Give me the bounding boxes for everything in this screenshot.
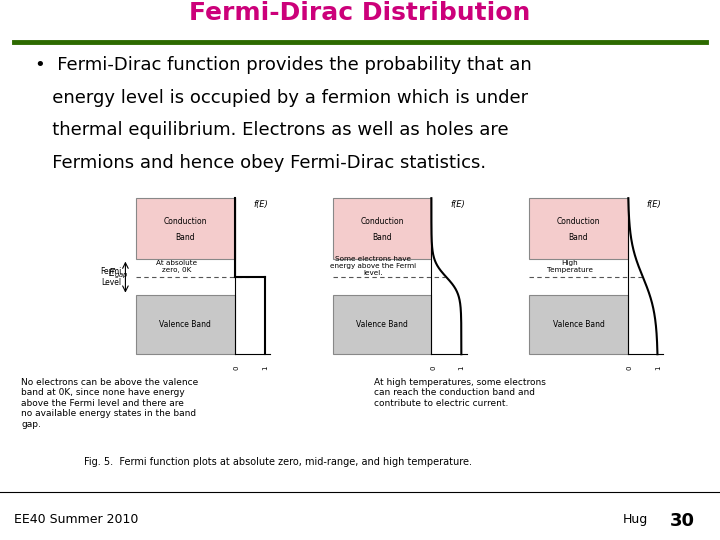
Text: Valence Band: Valence Band (356, 320, 408, 329)
Text: Conduction: Conduction (163, 217, 207, 226)
Text: $E_{gap}$: $E_{gap}$ (108, 266, 128, 281)
Bar (333, 295, 431, 354)
Text: EE40 Summer 2010: EE40 Summer 2010 (14, 513, 139, 526)
Text: f(E): f(E) (647, 200, 662, 209)
Bar (333, 198, 431, 259)
Text: At high temperatures, some electrons
can reach the conduction band and
contribut: At high temperatures, some electrons can… (374, 378, 546, 408)
Text: No electrons can be above the valence
band at 0K, since none have energy
above t: No electrons can be above the valence ba… (22, 378, 199, 429)
Text: f(E): f(E) (450, 200, 465, 209)
Text: thermal equilibrium. Electrons as well as holes are: thermal equilibrium. Electrons as well a… (35, 122, 509, 139)
Text: Fig. 5.  Fermi function plots at absolute zero, mid-range, and high temperature.: Fig. 5. Fermi function plots at absolute… (84, 456, 472, 467)
Text: Fermi
Level: Fermi Level (101, 267, 122, 287)
Text: 0: 0 (430, 365, 436, 370)
Text: Band: Band (372, 233, 392, 242)
Text: energy level is occupied by a fermion which is under: energy level is occupied by a fermion wh… (35, 89, 528, 107)
Text: •  Fermi-Dirac function provides the probability that an: • Fermi-Dirac function provides the prob… (35, 56, 532, 74)
Text: Some electrons have
energy above the Fermi
level.: Some electrons have energy above the Fer… (330, 256, 416, 276)
Bar (529, 295, 628, 354)
Text: Conduction: Conduction (360, 217, 404, 226)
Text: 0: 0 (626, 365, 633, 370)
Text: 1: 1 (262, 365, 268, 370)
Text: At absolute
zero, 0K: At absolute zero, 0K (156, 260, 197, 273)
Text: 30: 30 (670, 512, 695, 530)
Text: 1: 1 (655, 365, 661, 370)
Text: Valence Band: Valence Band (552, 320, 605, 329)
Text: 1: 1 (459, 365, 464, 370)
Bar (136, 198, 235, 259)
Text: Fermi-Dirac Distribution: Fermi-Dirac Distribution (189, 1, 531, 25)
Text: High
Temperature: High Temperature (546, 260, 593, 273)
Text: Band: Band (569, 233, 588, 242)
Text: 0: 0 (233, 365, 240, 370)
Text: Fermions and hence obey Fermi-Dirac statistics.: Fermions and hence obey Fermi-Dirac stat… (35, 154, 486, 172)
Text: Band: Band (176, 233, 195, 242)
Text: Hug: Hug (623, 513, 648, 526)
Text: Conduction: Conduction (557, 217, 600, 226)
Bar (529, 198, 628, 259)
Bar (136, 295, 235, 354)
Text: f(E): f(E) (253, 200, 269, 209)
Text: Valence Band: Valence Band (159, 320, 212, 329)
